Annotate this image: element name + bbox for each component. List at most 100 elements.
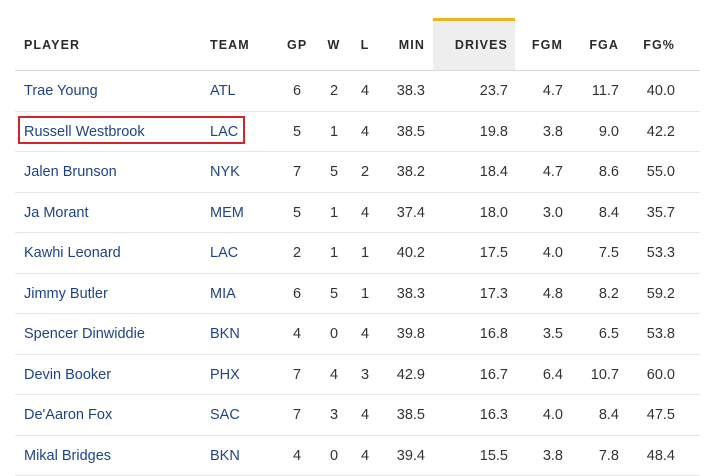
team-link[interactable]: MIA (210, 285, 236, 303)
cell-gp: 7 (287, 406, 307, 424)
header-min[interactable]: MIN (385, 37, 425, 53)
cell-drives: 16.3 (433, 406, 508, 424)
player-name-link[interactable]: Spencer Dinwiddie (24, 325, 145, 343)
team-link[interactable]: LAC (210, 244, 238, 262)
cell-fgm: 4.0 (530, 406, 563, 424)
cell-fgm: 3.8 (530, 123, 563, 141)
player-name-link[interactable]: Devin Booker (24, 366, 111, 384)
cell-fga: 7.5 (583, 244, 619, 262)
cell-min: 37.4 (385, 204, 425, 222)
team-link[interactable]: PHX (210, 366, 240, 384)
cell-drives: 23.7 (433, 82, 508, 100)
cell-gp: 6 (287, 82, 307, 100)
cell-w: 1 (327, 244, 341, 262)
cell-l: 4 (358, 204, 372, 222)
cell-min: 42.9 (385, 366, 425, 384)
header-l[interactable]: L (358, 37, 372, 53)
cell-fga: 8.4 (583, 406, 619, 424)
cell-drives: 16.7 (433, 366, 508, 384)
cell-gp: 7 (287, 366, 307, 384)
player-name-link[interactable]: Jalen Brunson (24, 163, 117, 181)
team-link[interactable]: MEM (210, 204, 244, 222)
cell-fgm: 6.4 (530, 366, 563, 384)
cell-fga: 11.7 (583, 82, 619, 100)
cell-l: 2 (358, 163, 372, 181)
header-fga[interactable]: FGA (583, 37, 619, 53)
team-link[interactable]: SAC (210, 406, 240, 424)
cell-l: 3 (358, 366, 372, 384)
cell-min: 38.3 (385, 82, 425, 100)
cell-drives: 16.8 (433, 325, 508, 343)
cell-w: 2 (327, 82, 341, 100)
cell-fg-pct: 53.3 (639, 244, 675, 262)
player-name-link[interactable]: Mikal Bridges (24, 447, 111, 465)
cell-fg-pct: 48.4 (639, 447, 675, 465)
player-name-link[interactable]: Trae Young (24, 82, 98, 100)
cell-min: 39.8 (385, 325, 425, 343)
cell-w: 3 (327, 406, 341, 424)
cell-w: 0 (327, 325, 341, 343)
cell-min: 38.3 (385, 285, 425, 303)
cell-fgm: 4.7 (530, 82, 563, 100)
cell-fgm: 4.8 (530, 285, 563, 303)
team-link[interactable]: BKN (210, 447, 240, 465)
cell-fg-pct: 55.0 (639, 163, 675, 181)
player-name-link[interactable]: Russell Westbrook (24, 123, 145, 141)
cell-drives: 17.3 (433, 285, 508, 303)
player-name-link[interactable]: Ja Morant (24, 204, 88, 222)
cell-gp: 5 (287, 204, 307, 222)
header-team[interactable]: TEAM (210, 37, 250, 53)
cell-w: 5 (327, 163, 341, 181)
player-name-link[interactable]: De'Aaron Fox (24, 406, 112, 424)
cell-gp: 7 (287, 163, 307, 181)
cell-l: 4 (358, 123, 372, 141)
player-name-link[interactable]: Kawhi Leonard (24, 244, 121, 262)
cell-fga: 8.2 (583, 285, 619, 303)
header-w[interactable]: W (327, 37, 341, 53)
cell-w: 4 (327, 366, 341, 384)
header-drives[interactable]: DRIVES (433, 37, 508, 53)
cell-fga: 9.0 (583, 123, 619, 141)
cell-fgm: 3.5 (530, 325, 563, 343)
cell-fga: 7.8 (583, 447, 619, 465)
cell-fga: 6.5 (583, 325, 619, 343)
team-link[interactable]: BKN (210, 325, 240, 343)
header-player[interactable]: PLAYER (24, 37, 80, 53)
cell-fgm: 4.7 (530, 163, 563, 181)
cell-gp: 4 (287, 325, 307, 343)
cell-l: 4 (358, 447, 372, 465)
player-name-link[interactable]: Jimmy Butler (24, 285, 108, 303)
header-gp[interactable]: GP (287, 37, 307, 53)
sort-indicator-bar (433, 18, 515, 21)
cell-drives: 18.4 (433, 163, 508, 181)
cell-min: 40.2 (385, 244, 425, 262)
team-link[interactable]: ATL (210, 82, 236, 100)
cell-drives: 18.0 (433, 204, 508, 222)
cell-drives: 19.8 (433, 123, 508, 141)
cell-fgm: 3.0 (530, 204, 563, 222)
cell-w: 0 (327, 447, 341, 465)
cell-fg-pct: 53.8 (639, 325, 675, 343)
team-link[interactable]: NYK (210, 163, 240, 181)
cell-gp: 2 (287, 244, 307, 262)
header-fgm[interactable]: FGM (530, 37, 563, 53)
cell-w: 5 (327, 285, 341, 303)
cell-l: 1 (358, 244, 372, 262)
cell-l: 4 (358, 82, 372, 100)
cell-fg-pct: 40.0 (639, 82, 675, 100)
cell-l: 4 (358, 325, 372, 343)
cell-gp: 4 (287, 447, 307, 465)
cell-fg-pct: 42.2 (639, 123, 675, 141)
team-link[interactable]: LAC (210, 123, 238, 141)
cell-fg-pct: 59.2 (639, 285, 675, 303)
header-fg-pct[interactable]: FG% (639, 37, 675, 53)
cell-fg-pct: 47.5 (639, 406, 675, 424)
